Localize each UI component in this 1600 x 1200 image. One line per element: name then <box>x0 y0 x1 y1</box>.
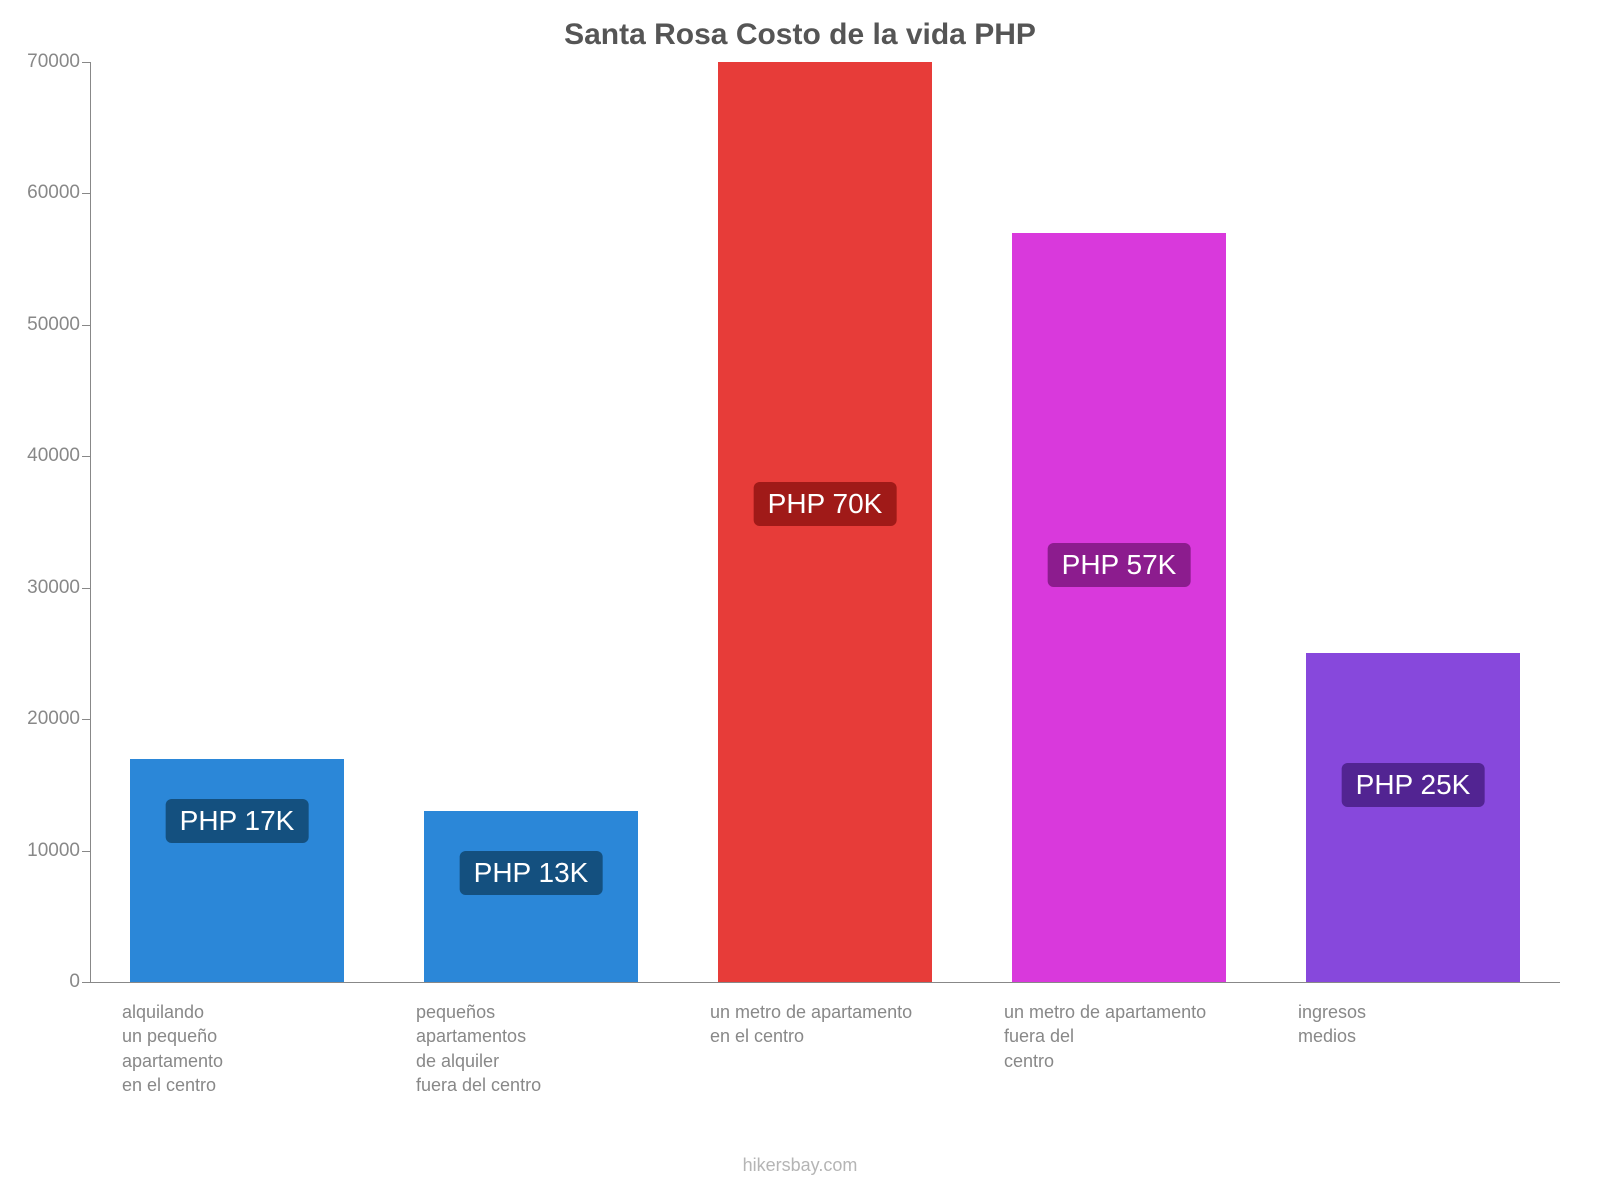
y-tick-label: 40000 <box>27 445 90 467</box>
y-tick-label: 70000 <box>27 51 90 73</box>
chart-title: Santa Rosa Costo de la vida PHP <box>0 18 1600 52</box>
bar-value-badge: PHP 25K <box>1342 763 1485 807</box>
credit-text: hikersbay.com <box>0 1155 1600 1176</box>
x-category-label: pequeños apartamentos de alquiler fuera … <box>416 1000 541 1097</box>
bar <box>1306 653 1521 982</box>
plot-area: 010000200003000040000500006000070000PHP … <box>90 62 1560 982</box>
bar-value-badge: PHP 17K <box>166 799 309 843</box>
x-category-label: un metro de apartamento fuera del centro <box>1004 1000 1206 1073</box>
bar-value-badge: PHP 70K <box>754 482 897 526</box>
bar-value-badge: PHP 13K <box>460 851 603 895</box>
x-category-label: un metro de apartamento en el centro <box>710 1000 912 1049</box>
y-tick-label: 10000 <box>27 840 90 862</box>
bar <box>424 811 639 982</box>
bar <box>130 759 345 982</box>
x-category-label: alquilando un pequeño apartamento en el … <box>122 1000 223 1097</box>
x-axis-line <box>82 982 1560 983</box>
y-axis-line <box>90 62 91 982</box>
y-tick-label: 60000 <box>27 182 90 204</box>
bar <box>1012 233 1227 982</box>
x-category-label: ingresos medios <box>1298 1000 1366 1049</box>
y-tick-label: 20000 <box>27 708 90 730</box>
bar-value-badge: PHP 57K <box>1048 543 1191 587</box>
y-tick-label: 0 <box>69 971 90 993</box>
y-tick-label: 30000 <box>27 577 90 599</box>
chart-container: Santa Rosa Costo de la vida PHP 01000020… <box>0 0 1600 1200</box>
y-tick-label: 50000 <box>27 314 90 336</box>
